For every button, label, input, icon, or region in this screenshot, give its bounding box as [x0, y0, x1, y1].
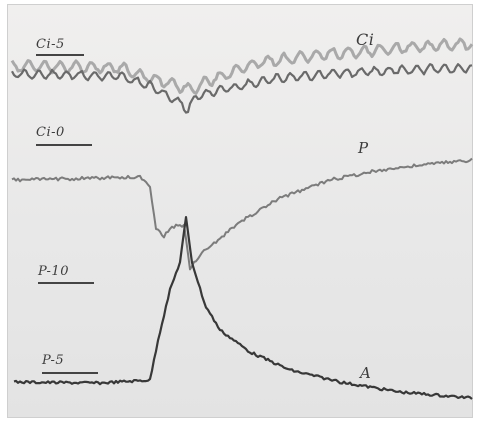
scale-line-p-5 [42, 372, 98, 374]
label-p-10: P-10 [38, 264, 69, 279]
label-a: A [360, 364, 372, 382]
ci-trace-upper [10, 37, 474, 95]
label-p: P [358, 139, 369, 157]
scale-line-ci-0 [36, 144, 92, 146]
scale-line-p-10 [38, 282, 94, 284]
p-trace [11, 157, 473, 271]
ci-trace [11, 63, 473, 114]
label-p-5: P-5 [42, 353, 65, 368]
a-trace [13, 216, 473, 400]
label-ci-0: Ci-0 [36, 125, 65, 140]
label-ci: Ci [356, 30, 375, 49]
scale-line-ci-5 [36, 54, 84, 56]
label-ci-5: Ci-5 [36, 37, 65, 52]
